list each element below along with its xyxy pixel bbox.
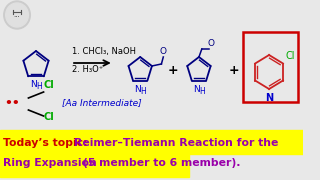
Text: N: N — [265, 93, 273, 103]
Text: Today’s topic:: Today’s topic: — [3, 138, 87, 148]
Text: [Aa Intermediate]: [Aa Intermediate] — [61, 98, 141, 107]
Text: H: H — [199, 87, 205, 96]
Text: N: N — [193, 85, 199, 94]
Text: (5 member to 6 member).: (5 member to 6 member). — [84, 158, 241, 168]
Text: Cl: Cl — [286, 51, 295, 60]
Text: H: H — [140, 87, 146, 96]
Text: Ring Expansion: Ring Expansion — [3, 158, 97, 168]
Text: ...: ... — [14, 12, 20, 18]
Text: Cl: Cl — [44, 112, 54, 122]
Text: N: N — [134, 85, 141, 94]
Circle shape — [4, 1, 30, 29]
Text: +: + — [229, 64, 239, 76]
Text: Cl: Cl — [44, 80, 54, 90]
Text: N: N — [30, 80, 36, 89]
Text: +: + — [168, 64, 179, 76]
Text: 1. CHCl₃, NaOH: 1. CHCl₃, NaOH — [72, 47, 136, 56]
Text: 2. H₃O⁺: 2. H₃O⁺ — [72, 65, 103, 74]
Text: H: H — [36, 82, 42, 91]
Text: O: O — [160, 47, 167, 56]
Text: Reimer–Tiemann Reaction for the: Reimer–Tiemann Reaction for the — [74, 138, 278, 148]
Bar — [0, 154, 189, 177]
Text: O: O — [208, 39, 215, 48]
Circle shape — [6, 3, 28, 27]
Text: ••: •• — [5, 96, 20, 109]
Bar — [244, 32, 299, 102]
Bar — [0, 130, 303, 154]
